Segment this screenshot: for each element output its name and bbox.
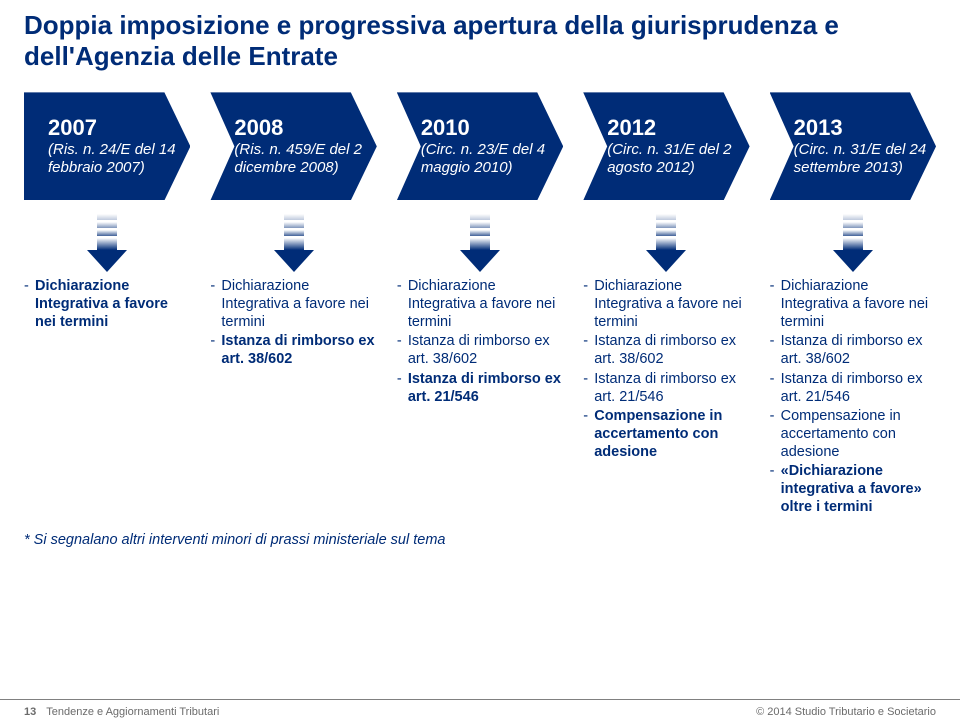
bullet-text: Compensazione in accertamento con adesio… <box>781 408 901 459</box>
chevron-body: 2008(Ris. n. 459/E del 2 dicembre 2008) <box>210 92 376 200</box>
bullet-list: Dichiarazione Integrativa a favore nei t… <box>210 278 376 368</box>
bullet-item: «Dichiarazione integrativa a favore» olt… <box>770 463 936 516</box>
content-column: Dichiarazione Integrativa a favore nei t… <box>770 278 936 518</box>
down-arrow-cell <box>770 214 936 272</box>
bullet-text: Compensazione in accertamento con adesio… <box>594 408 722 459</box>
bullet-list: Dichiarazione Integrativa a favore nei t… <box>583 278 749 461</box>
bullet-item: Compensazione in accertamento con adesio… <box>583 408 749 461</box>
bullet-text: Dichiarazione Integrativa a favore nei t… <box>781 278 929 329</box>
bullet-item: Istanza di rimborso ex art. 21/546 <box>397 371 563 406</box>
timeline-chevron: 2012(Circ. n. 31/E del 2 agosto 2012) <box>583 92 749 200</box>
down-arrow-icon <box>271 214 317 272</box>
bullet-text: «Dichiarazione integrativa a favore» olt… <box>781 463 922 514</box>
down-arrow-icon <box>830 214 876 272</box>
footnote-row: * Si segnalano altri interventi minori d… <box>24 518 936 548</box>
down-arrow-cell <box>210 214 376 272</box>
bullet-item: Istanza di rimborso ex art. 21/546 <box>583 371 749 406</box>
bullet-list: Dichiarazione Integrativa a favore nei t… <box>770 278 936 516</box>
bullet-text: Istanza di rimborso ex art. 21/546 <box>594 371 736 405</box>
chevron-body: 2007(Ris. n. 24/E del 14 febbraio 2007) <box>24 92 190 200</box>
chevron-sub: (Ris. n. 24/E del 14 febbraio 2007) <box>48 141 184 177</box>
timeline-chevron: 2007(Ris. n. 24/E del 14 febbraio 2007) <box>24 92 190 200</box>
page-footer: 13 Tendenze e Aggiornamenti Tributari © … <box>0 699 960 723</box>
timeline-chevron: 2013(Circ. n. 31/E del 24 settembre 2013… <box>770 92 936 200</box>
down-arrow-icon <box>84 214 130 272</box>
content-column: Dichiarazione Integrativa a favore nei t… <box>24 278 190 518</box>
chevron-body: 2012(Circ. n. 31/E del 2 agosto 2012) <box>583 92 749 200</box>
bullet-text: Istanza di rimborso ex art. 21/546 <box>408 371 561 405</box>
footer-left: 13 Tendenze e Aggiornamenti Tributari <box>24 706 219 718</box>
chevron-year: 2013 <box>794 115 930 141</box>
bullet-item: Istanza di rimborso ex art. 38/602 <box>210 333 376 368</box>
chevron-year: 2008 <box>234 115 370 141</box>
footnote-text: * Si segnalano altri interventi minori d… <box>24 532 559 548</box>
bullet-item: Dichiarazione Integrativa a favore nei t… <box>210 278 376 331</box>
page-title: Doppia imposizione e progressiva apertur… <box>24 10 936 72</box>
bullet-text: Dichiarazione Integrativa a favore nei t… <box>408 278 556 329</box>
down-arrow-icon <box>643 214 689 272</box>
content-column: Dichiarazione Integrativa a favore nei t… <box>210 278 376 518</box>
bullet-text: Dichiarazione Integrativa a favore nei t… <box>594 278 742 329</box>
bullet-item: Dichiarazione Integrativa a favore nei t… <box>397 278 563 331</box>
bullet-item: Istanza di rimborso ex art. 38/602 <box>770 333 936 368</box>
bullet-text: Istanza di rimborso ex art. 38/602 <box>594 333 736 367</box>
chevron-sub: (Ris. n. 459/E del 2 dicembre 2008) <box>234 141 370 177</box>
chevron-sub: (Circ. n. 31/E del 2 agosto 2012) <box>607 141 743 177</box>
bullet-item: Compensazione in accertamento con adesio… <box>770 408 936 461</box>
chevron-body: 2013(Circ. n. 31/E del 24 settembre 2013… <box>770 92 936 200</box>
footer-right-text: © 2014 Studio Tributario e Societario <box>756 706 936 718</box>
page-number: 13 <box>24 706 36 718</box>
timeline-chevron: 2008(Ris. n. 459/E del 2 dicembre 2008) <box>210 92 376 200</box>
chevron-year: 2012 <box>607 115 743 141</box>
bullet-list: Dichiarazione Integrativa a favore nei t… <box>24 278 190 331</box>
slide-page: Doppia imposizione e progressiva apertur… <box>0 0 960 723</box>
chevron-sub: (Circ. n. 31/E del 24 settembre 2013) <box>794 141 930 177</box>
content-column: Dichiarazione Integrativa a favore nei t… <box>583 278 749 518</box>
bullet-item: Dichiarazione Integrativa a favore nei t… <box>770 278 936 331</box>
timeline-chevrons: 2007(Ris. n. 24/E del 14 febbraio 2007)2… <box>24 92 936 200</box>
chevron-sub: (Circ. n. 23/E del 4 maggio 2010) <box>421 141 557 177</box>
down-arrow-cell <box>583 214 749 272</box>
bullet-text: Istanza di rimborso ex art. 21/546 <box>781 371 923 405</box>
bullet-text: Dichiarazione Integrativa a favore nei t… <box>221 278 369 329</box>
down-arrow-icon <box>457 214 503 272</box>
chevron-body: 2010(Circ. n. 23/E del 4 maggio 2010) <box>397 92 563 200</box>
bullet-text: Istanza di rimborso ex art. 38/602 <box>781 333 923 367</box>
bullet-item: Dichiarazione Integrativa a favore nei t… <box>583 278 749 331</box>
chevron-year: 2007 <box>48 115 184 141</box>
bullet-item: Istanza di rimborso ex art. 38/602 <box>583 333 749 368</box>
bullet-text: Istanza di rimborso ex art. 38/602 <box>408 333 550 367</box>
bullet-item: Istanza di rimborso ex art. 21/546 <box>770 371 936 406</box>
bullet-text: Istanza di rimborso ex art. 38/602 <box>221 333 374 367</box>
footer-left-text: Tendenze e Aggiornamenti Tributari <box>46 706 219 718</box>
timeline-chevron: 2010(Circ. n. 23/E del 4 maggio 2010) <box>397 92 563 200</box>
down-arrow-cell <box>397 214 563 272</box>
bullet-list: Dichiarazione Integrativa a favore nei t… <box>397 278 563 406</box>
bullet-item: Dichiarazione Integrativa a favore nei t… <box>24 278 190 331</box>
content-columns: Dichiarazione Integrativa a favore nei t… <box>24 278 936 518</box>
down-arrows-row <box>24 214 936 272</box>
content-column: Dichiarazione Integrativa a favore nei t… <box>397 278 563 518</box>
chevron-year: 2010 <box>421 115 557 141</box>
bullet-text: Dichiarazione Integrativa a favore nei t… <box>35 278 168 329</box>
down-arrow-cell <box>24 214 190 272</box>
bullet-item: Istanza di rimborso ex art. 38/602 <box>397 333 563 368</box>
